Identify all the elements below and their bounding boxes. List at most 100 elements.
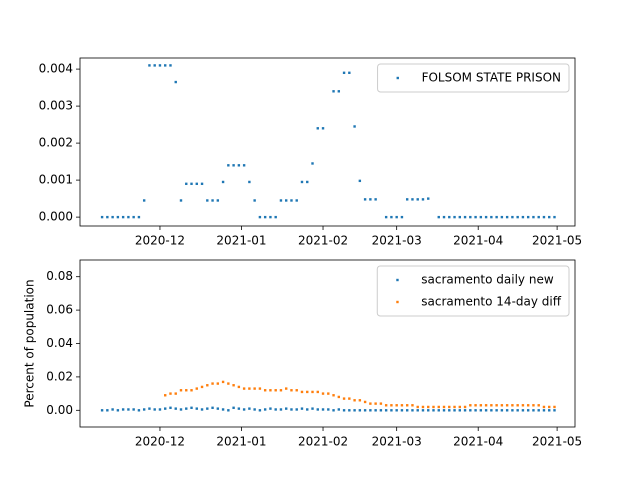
point	[369, 198, 372, 201]
point	[295, 389, 298, 392]
point	[248, 387, 251, 390]
point	[427, 197, 430, 200]
point	[106, 215, 109, 219]
point	[537, 404, 540, 407]
point	[221, 380, 225, 384]
x-tick-label: 2021-05	[532, 435, 582, 449]
point	[121, 215, 125, 219]
point	[363, 409, 367, 412]
point	[516, 404, 519, 407]
point	[337, 90, 341, 93]
y-tick-label: 0.06	[46, 303, 73, 317]
point	[500, 409, 504, 412]
point	[458, 409, 461, 412]
point	[432, 409, 435, 412]
point	[405, 404, 409, 407]
point	[316, 408, 319, 411]
point	[269, 389, 272, 392]
point	[469, 215, 472, 219]
point	[263, 408, 267, 411]
point	[290, 389, 293, 392]
point	[463, 405, 467, 409]
point	[290, 408, 293, 411]
point	[100, 215, 104, 219]
x-tick-label: 2021-05	[532, 234, 582, 248]
point	[537, 409, 540, 412]
point	[495, 409, 498, 412]
point	[332, 409, 335, 412]
legend-marker	[396, 278, 399, 282]
point	[142, 199, 146, 202]
point	[290, 199, 293, 202]
point	[200, 182, 204, 186]
point	[526, 215, 530, 219]
point	[190, 389, 193, 392]
point	[169, 64, 172, 67]
point	[490, 215, 493, 219]
point	[511, 409, 514, 412]
point	[248, 407, 251, 410]
point	[269, 407, 272, 410]
x-tick-label: 2021-01	[216, 234, 266, 248]
point	[542, 215, 546, 219]
point	[127, 215, 130, 219]
point	[321, 408, 325, 411]
point	[216, 407, 220, 410]
point	[511, 215, 514, 219]
point	[537, 215, 540, 219]
point	[500, 404, 504, 407]
point	[142, 408, 146, 411]
point	[306, 390, 309, 394]
point	[285, 387, 288, 390]
point	[358, 399, 362, 402]
point	[400, 404, 404, 407]
x-tick-label: 2021-01	[216, 435, 266, 449]
point	[405, 409, 409, 412]
point	[300, 390, 304, 394]
y-tick-label: 0.002	[39, 136, 73, 150]
plot-frame	[79, 259, 576, 428]
point	[474, 409, 477, 412]
point	[306, 408, 309, 411]
point	[190, 406, 193, 409]
point	[311, 390, 314, 394]
y-tick-label: 0.001	[39, 173, 73, 187]
point	[269, 215, 272, 219]
point	[484, 215, 488, 219]
point	[237, 164, 241, 167]
point	[548, 215, 551, 219]
point	[111, 215, 114, 219]
x-tick-label: 2021-04	[453, 435, 503, 449]
point	[200, 385, 204, 389]
point	[532, 409, 535, 412]
point	[363, 198, 367, 201]
plot-frame	[79, 57, 576, 227]
point	[332, 394, 335, 397]
point	[332, 90, 335, 93]
point	[505, 409, 509, 412]
point	[505, 404, 509, 407]
point	[148, 407, 151, 410]
point	[348, 71, 351, 75]
point	[516, 409, 519, 412]
legend-box	[376, 265, 570, 317]
point	[311, 162, 314, 165]
point	[253, 387, 256, 390]
point	[542, 405, 546, 409]
point	[127, 408, 130, 411]
y-tick-label: 0.000	[39, 210, 73, 224]
x-tick-label: 2021-03	[372, 234, 422, 248]
point	[148, 64, 151, 67]
point	[242, 164, 246, 167]
point	[553, 405, 556, 409]
y-tick-label: 0.004	[39, 62, 73, 76]
point	[384, 409, 388, 412]
point	[279, 199, 283, 202]
point	[174, 392, 177, 395]
point	[442, 215, 446, 219]
point	[327, 408, 330, 411]
point	[137, 215, 141, 219]
point	[526, 404, 530, 407]
point	[174, 407, 177, 410]
point	[321, 392, 325, 395]
